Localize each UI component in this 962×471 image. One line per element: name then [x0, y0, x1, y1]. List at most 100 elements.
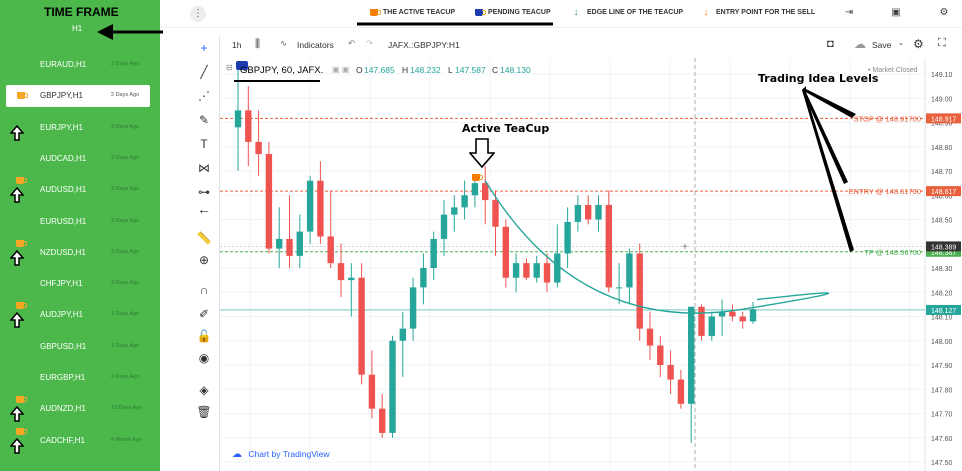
unlock-icon[interactable]: 🔓 — [196, 329, 212, 343]
indicators-button[interactable]: Indicators — [297, 40, 334, 50]
kebab-menu-icon[interactable]: ⋮ — [190, 6, 206, 22]
settings-icon[interactable]: ⚙ — [939, 7, 949, 18]
trash-icon[interactable]: 🗑 — [196, 405, 212, 419]
crosshair-tool-icon[interactable]: + — [200, 41, 208, 55]
price-chart[interactable]: 149.10149.00148.90148.80148.70148.60148.… — [220, 58, 962, 471]
top-bar: ⋮ THE ACTIVE TEACUP PENDING TEACUP ↓ EDG… — [160, 0, 962, 28]
candle-body — [667, 365, 674, 380]
ohlc-l-value: 147.587 — [455, 65, 486, 75]
wallet-icon[interactable]: ▣ — [891, 7, 901, 18]
up-arrow-annotation-icon — [10, 124, 24, 141]
tradingview-branding[interactable]: ☁ Chart by TradingView — [232, 449, 329, 460]
sidebar-item-age: 2 Days Ago — [111, 92, 140, 99]
symbol-label[interactable]: JAFX.:GBPJPY:H1 — [388, 40, 460, 50]
trendline-tool-icon[interactable]: ╱ — [200, 65, 208, 79]
candle-body — [234, 110, 242, 128]
candle-body — [657, 345, 664, 365]
lock-drawing-icon[interactable]: ✐ — [198, 307, 210, 321]
fullscreen-icon[interactable]: ⛶ — [938, 37, 946, 49]
price-tick-label: 148.00 — [931, 339, 953, 346]
candle-body — [482, 183, 489, 201]
sidebar-item-eurjpy[interactable]: EURJPY,H1 2 Days Ago — [0, 117, 160, 139]
sidebar-item-audnzd[interactable]: AUDNZD,H1 10 Days Ago — [0, 396, 160, 420]
candle-body — [688, 306, 695, 404]
sidebar-item-audcad[interactable]: AUDCAD,H1 2 Days Ago — [0, 148, 160, 170]
sidebar-item-audusd[interactable]: AUDUSD,H1 2 Days Ago — [0, 177, 160, 201]
zoom-in-icon[interactable]: ⊕ — [198, 253, 210, 267]
save-dropdown-icon[interactable]: ⌄ — [898, 40, 904, 47]
sidebar-item-gbpjpy[interactable]: GBPJPY,H1 2 Days Ago — [6, 85, 150, 108]
candle-body — [543, 263, 551, 283]
prediction-tool-icon[interactable]: ⊶ — [198, 185, 210, 199]
sidebar-item-symbol: AUDUSD,H1 — [40, 185, 87, 195]
price-tick-label: 148.70 — [931, 169, 953, 176]
price-tick-label: 148.20 — [931, 290, 953, 297]
layers-icon[interactable]: ◈ — [199, 383, 209, 397]
fib-tool-icon[interactable]: ⋰ — [198, 89, 210, 103]
brush-tool-icon[interactable]: ✎ — [198, 113, 210, 127]
sidebar-item-gbpusd[interactable]: GBPUSD,H1 3 Days Ago — [0, 336, 160, 358]
candle-body — [286, 238, 293, 256]
text-tool-icon[interactable]: T — [200, 137, 208, 151]
candle-body — [276, 238, 283, 249]
price-tick-label: 148.50 — [931, 218, 953, 225]
ohlc-h-label: H — [402, 65, 409, 75]
active-teacup-marker-icon — [472, 174, 483, 181]
sidebar-item-symbol: CADCHF,H1 — [40, 435, 85, 445]
candle-type-icon[interactable]: ⫼ — [255, 38, 261, 50]
candle-body — [420, 268, 427, 288]
pattern-tool-icon[interactable]: ⋈ — [198, 161, 210, 175]
magnet-icon[interactable]: ∩ — [199, 283, 209, 297]
redo-icon[interactable]: ↷ — [366, 38, 374, 48]
candle-body — [646, 328, 654, 346]
current-price-tag — [926, 304, 961, 315]
sidebar-item-age: 4 Month Ago — [111, 436, 142, 443]
level-price-tag-text: 148.617 — [931, 189, 956, 196]
candle-body — [512, 263, 520, 278]
candle-body — [245, 110, 252, 142]
tradingview-logo-icon: ☁ — [232, 449, 242, 460]
candle-body — [317, 180, 324, 237]
chart-collapse-icon[interactable]: ⊟ — [226, 63, 233, 72]
price-axis-bg — [925, 58, 962, 471]
ohlc-c-value: 148.130 — [500, 65, 531, 75]
indicators-icon[interactable]: ∿ — [280, 38, 288, 48]
candle-body — [461, 195, 468, 208]
ruler-tool-icon[interactable]: 📏 — [196, 231, 212, 245]
active-teacup-icon — [370, 9, 381, 16]
interval-button[interactable]: 1h — [232, 40, 242, 50]
sidebar-timeframe: H1 — [72, 24, 83, 33]
logout-icon[interactable]: ⇥ — [844, 7, 854, 18]
candle-body — [749, 309, 757, 322]
symbol-sidebar: TIME FRAME H1 EURAUD,H1 2 Days Ago GBPJPY,… — [0, 0, 160, 471]
candle-body — [368, 374, 376, 409]
sidebar-item-symbol: EURUSD,H1 — [40, 216, 87, 226]
cloud-icon[interactable]: ☁ — [854, 37, 866, 51]
candle-body — [451, 207, 458, 215]
save-button[interactable]: Save — [872, 40, 892, 50]
candle-body — [595, 204, 602, 220]
pending-teacup-icon — [475, 9, 486, 16]
current-price-tag — [926, 241, 961, 252]
candle-body — [471, 183, 479, 196]
sidebar-item-eurgbp[interactable]: EURGBP,H1 4 Days Ago — [0, 367, 160, 389]
camera-icon[interactable]: ◘ — [827, 38, 834, 50]
back-arrow-icon[interactable]: ← — [197, 201, 211, 217]
eye-icon[interactable]: ◉ — [198, 351, 210, 365]
sidebar-item-audjpy[interactable]: AUDJPY,H1 3 Days Ago — [0, 302, 160, 326]
undo-icon[interactable]: ↶ — [348, 38, 356, 48]
sidebar-item-age: 2 Days Ago — [111, 186, 140, 193]
candle-body — [605, 204, 612, 288]
tradingview-branding-text: Chart by TradingView — [248, 449, 330, 459]
candle-body — [409, 287, 417, 329]
sidebar-item-nzdusd[interactable]: NZDUSD,H1 3 Days Ago — [0, 239, 160, 264]
sidebar-item-euraud[interactable]: EURAUD,H1 2 Days Ago — [0, 54, 160, 76]
legend-entry-point: ENTRY POINT FOR THE SELL — [716, 9, 816, 16]
chart-settings-icon[interactable]: ⚙ — [913, 37, 924, 51]
sidebar-item-chfjpy[interactable]: CHFJPY,H1 3 Days Ago — [0, 273, 160, 295]
sidebar-item-cadchf[interactable]: CADCHF,H1 4 Month Ago — [0, 427, 160, 452]
sidebar-item-eurusd[interactable]: EURUSD,H1 2 Days Ago — [0, 211, 160, 233]
trading-idea-annotation: Trading Idea Levels — [758, 72, 879, 85]
gbpjpy-flag-icon — [236, 61, 248, 70]
symbol-underline — [234, 80, 320, 82]
